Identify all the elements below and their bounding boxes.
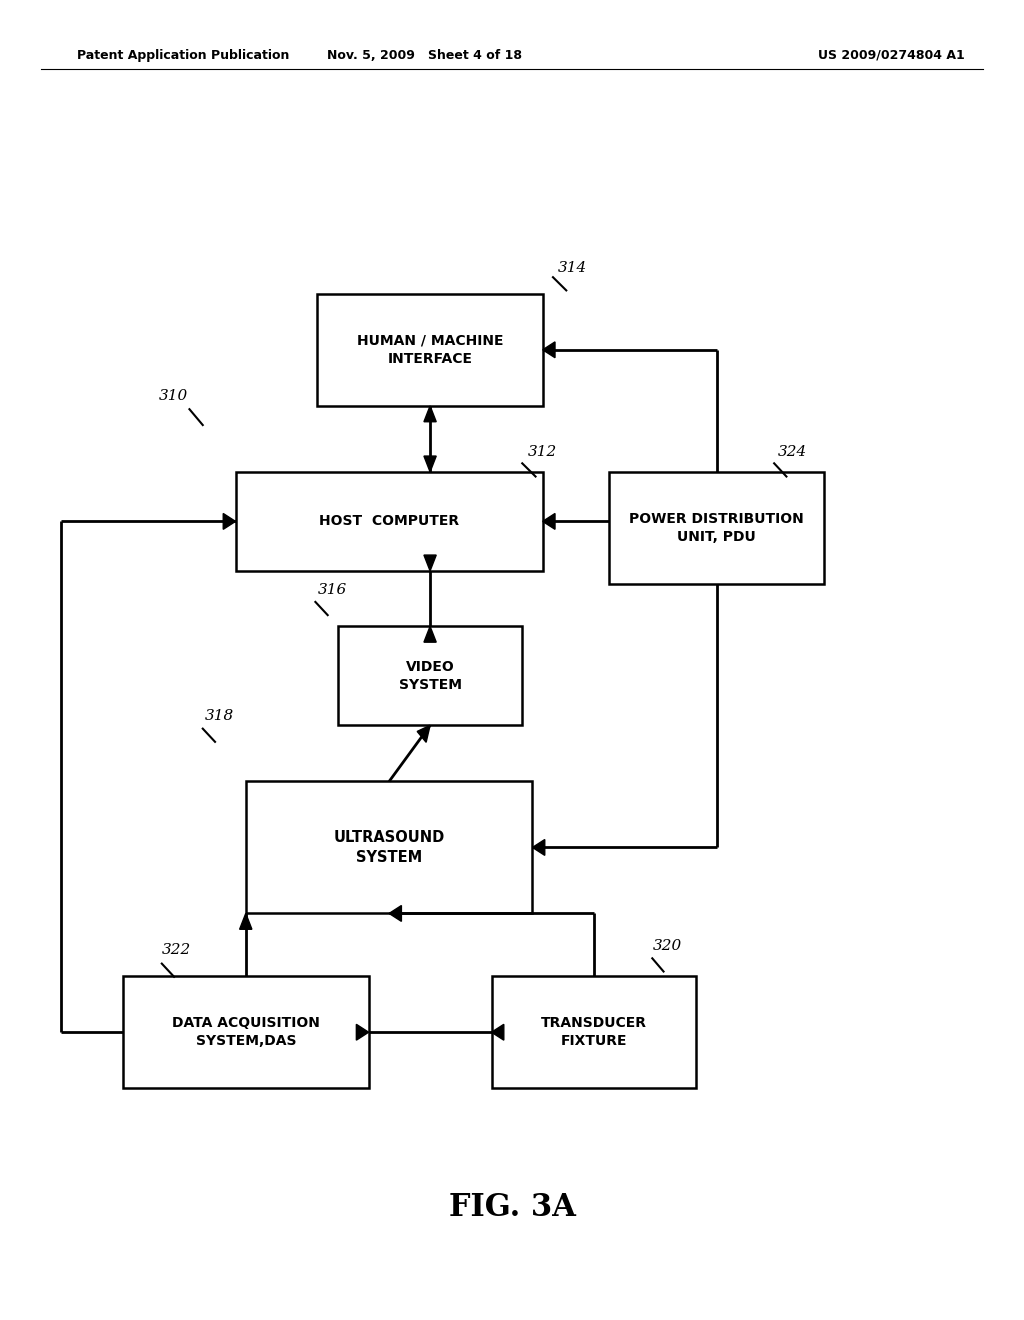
Text: HUMAN / MACHINE
INTERFACE: HUMAN / MACHINE INTERFACE xyxy=(356,334,504,366)
Text: 310: 310 xyxy=(159,388,188,403)
Bar xyxy=(317,294,543,407)
Text: Nov. 5, 2009   Sheet 4 of 18: Nov. 5, 2009 Sheet 4 of 18 xyxy=(328,49,522,62)
Text: 320: 320 xyxy=(653,939,683,953)
Polygon shape xyxy=(532,840,545,855)
Text: Patent Application Publication: Patent Application Publication xyxy=(77,49,289,62)
Text: 318: 318 xyxy=(205,709,234,723)
Text: HOST  COMPUTER: HOST COMPUTER xyxy=(319,515,459,528)
Polygon shape xyxy=(424,554,436,570)
Polygon shape xyxy=(389,906,401,921)
Polygon shape xyxy=(356,1024,369,1040)
Polygon shape xyxy=(543,342,555,358)
Text: POWER DISTRIBUTION
UNIT, PDU: POWER DISTRIBUTION UNIT, PDU xyxy=(630,512,804,544)
Polygon shape xyxy=(240,913,252,929)
Text: 316: 316 xyxy=(317,582,347,597)
Polygon shape xyxy=(424,627,436,643)
Polygon shape xyxy=(417,726,430,742)
Text: VIDEO
SYSTEM: VIDEO SYSTEM xyxy=(398,660,462,692)
Text: US 2009/0274804 A1: US 2009/0274804 A1 xyxy=(817,49,965,62)
Bar xyxy=(492,977,696,1088)
Bar xyxy=(338,627,522,726)
Polygon shape xyxy=(424,407,436,422)
Bar xyxy=(123,977,369,1088)
Text: TRANSDUCER
FIXTURE: TRANSDUCER FIXTURE xyxy=(541,1016,647,1048)
Bar xyxy=(609,473,824,583)
Polygon shape xyxy=(424,457,436,473)
Polygon shape xyxy=(223,513,236,529)
Polygon shape xyxy=(543,513,555,529)
Text: 324: 324 xyxy=(778,445,808,459)
Text: 312: 312 xyxy=(527,445,557,459)
Text: 314: 314 xyxy=(558,260,588,275)
Text: ULTRASOUND
SYSTEM: ULTRASOUND SYSTEM xyxy=(334,830,444,865)
Text: 322: 322 xyxy=(162,942,191,957)
Bar xyxy=(246,781,532,913)
Text: FIG. 3A: FIG. 3A xyxy=(449,1192,575,1224)
Polygon shape xyxy=(492,1024,504,1040)
Bar xyxy=(236,473,543,570)
Text: DATA ACQUISITION
SYSTEM,DAS: DATA ACQUISITION SYSTEM,DAS xyxy=(172,1016,319,1048)
